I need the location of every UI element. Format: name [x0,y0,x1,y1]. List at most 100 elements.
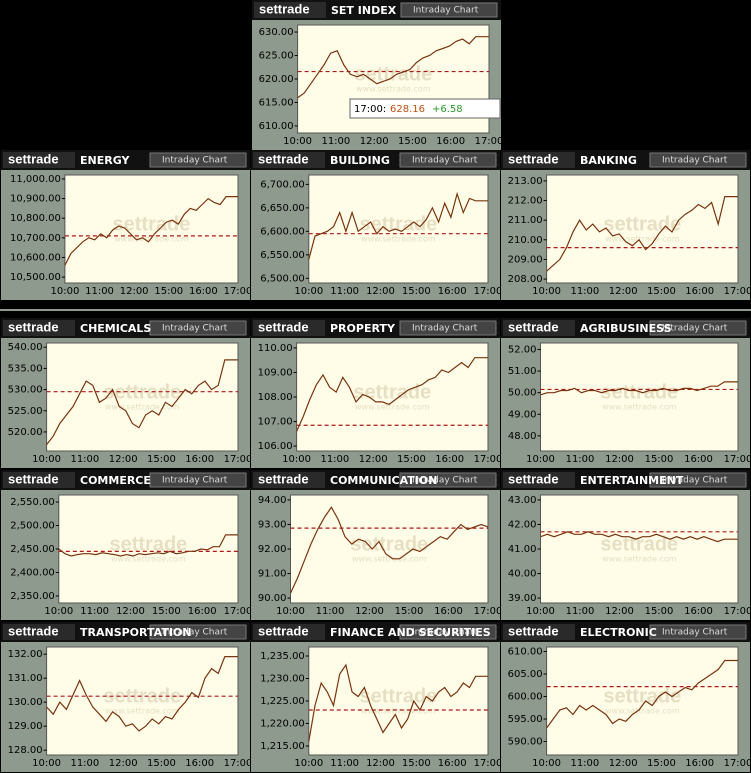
y-tick-label: 520.00 [8,427,43,438]
x-tick-label: 12:00 [109,454,138,465]
x-tick-label: 11:00 [316,606,345,617]
x-tick-label: 12:00 [609,758,638,769]
plot-area [64,174,239,284]
x-tick-label: 17:00 [474,286,503,297]
logo-box [503,624,575,640]
y-tick-label: 131.00 [8,673,43,684]
y-tick-label: 52.00 [508,344,537,355]
x-tick-label: 11:00 [70,454,99,465]
y-tick-label: 10,800.00 [10,213,61,224]
watermark: settrade [600,381,678,403]
x-tick-label: 17:00 [224,758,253,769]
x-tick-label: 12:00 [120,286,149,297]
x-tick-label: 15:00 [147,758,176,769]
logo-box [503,472,575,488]
watermark-url: www.settrade.com [105,707,180,716]
x-tick-label: 11:00 [566,454,595,465]
x-tick-label: 16:00 [685,286,714,297]
x-tick-label: 11:00 [70,758,99,769]
x-tick-label: 12:00 [116,606,145,617]
y-tick-label: 525.00 [8,406,43,417]
x-tick-label: 16:00 [436,136,465,147]
chart-title: BUILDING [330,154,390,167]
y-tick-label: 10,900.00 [10,194,61,205]
x-tick-label: 15:00 [402,758,431,769]
y-tick-label: 129.00 [8,721,43,732]
logo-box [254,2,326,18]
intraday-button [149,152,247,168]
y-tick-label: 605.00 [508,669,543,680]
watermark-url: www.settrade.com [352,555,427,564]
y-tick-label: 48.00 [508,431,537,442]
x-tick-label: 15:00 [395,606,424,617]
watermark: settrade [603,685,681,707]
chart-title: CHEMICALS [80,322,151,335]
y-tick-label: 39.00 [508,593,537,604]
price-line [546,196,738,272]
plot-area [46,646,239,756]
x-tick-label: 10:00 [276,606,305,617]
logo-box [253,624,325,640]
x-tick-label: 15:00 [402,286,431,297]
x-tick-label: 12:00 [355,606,384,617]
tooltip-price: 628.16 [390,104,425,115]
y-tick-label: 6,650.00 [260,203,305,214]
y-tick-label: 630.00 [259,27,294,38]
tooltip-change: +6.58 [432,104,463,115]
y-tick-label: 43.00 [508,495,537,506]
y-tick-label: 2,500.00 [10,521,55,532]
x-tick-label: 10:00 [50,286,79,297]
price-line [540,381,738,396]
x-tick-label: 15:00 [398,136,427,147]
x-tick-label: 17:00 [474,758,503,769]
y-tick-label: 130.00 [8,697,43,708]
y-tick-label: 94.00 [258,495,287,506]
intraday-button [649,320,747,336]
logo-box [253,320,325,336]
x-tick-label: 16:00 [435,454,464,465]
x-tick-label: 12:00 [605,606,634,617]
watermark: settrade [109,533,187,555]
x-tick-label: 11:00 [85,286,114,297]
y-tick-label: 107.00 [258,417,293,428]
y-tick-label: 109.00 [258,367,293,378]
y-tick-label: 211.00 [508,215,543,226]
x-tick-label: 15:00 [147,454,176,465]
x-tick-label: 10:00 [526,454,555,465]
logo: settrade [508,471,559,486]
y-tick-label: 1,230.00 [260,674,305,685]
watermark-url: www.settrade.com [605,235,680,244]
intraday-button-label: Intraday Chart [412,476,478,486]
tooltip-time: 17:00: [354,104,386,115]
price-line [308,191,488,260]
y-tick-label: 108.00 [258,392,293,403]
intraday-button-label: Intraday Chart [413,6,479,16]
tooltip-box [349,98,501,119]
y-tick-label: 10,600.00 [10,252,61,263]
watermark: settrade [103,381,181,403]
y-tick-label: 2,550.00 [10,497,55,508]
chart-title: FINANCE AND SECURITIES [330,626,491,639]
intraday-button [149,320,247,336]
intraday-button-label: Intraday Chart [412,324,478,334]
intraday-button [149,624,247,640]
y-tick-label: 90.00 [258,593,287,604]
y-tick-label: 10,700.00 [10,233,61,244]
y-tick-label: 10,500.00 [10,272,61,283]
logo-box [3,152,75,168]
logo: settrade [258,471,309,486]
y-tick-label: 1,220.00 [260,719,305,730]
intraday-button-label: Intraday Chart [662,628,728,638]
x-tick-label: 10:00 [44,606,73,617]
y-tick-label: 610.00 [259,121,294,132]
y-tick-label: 41.00 [508,544,537,555]
watermark-url: www.settrade.com [602,403,677,412]
x-tick-label: 17:00 [224,286,253,297]
x-tick-label: 10:00 [532,758,561,769]
x-tick-label: 15:00 [397,454,426,465]
intraday-button-label: Intraday Chart [662,156,728,166]
price-line [308,663,488,742]
logo: settrade [8,471,59,486]
x-tick-label: 16:00 [684,454,713,465]
y-tick-label: 93.00 [258,519,287,530]
